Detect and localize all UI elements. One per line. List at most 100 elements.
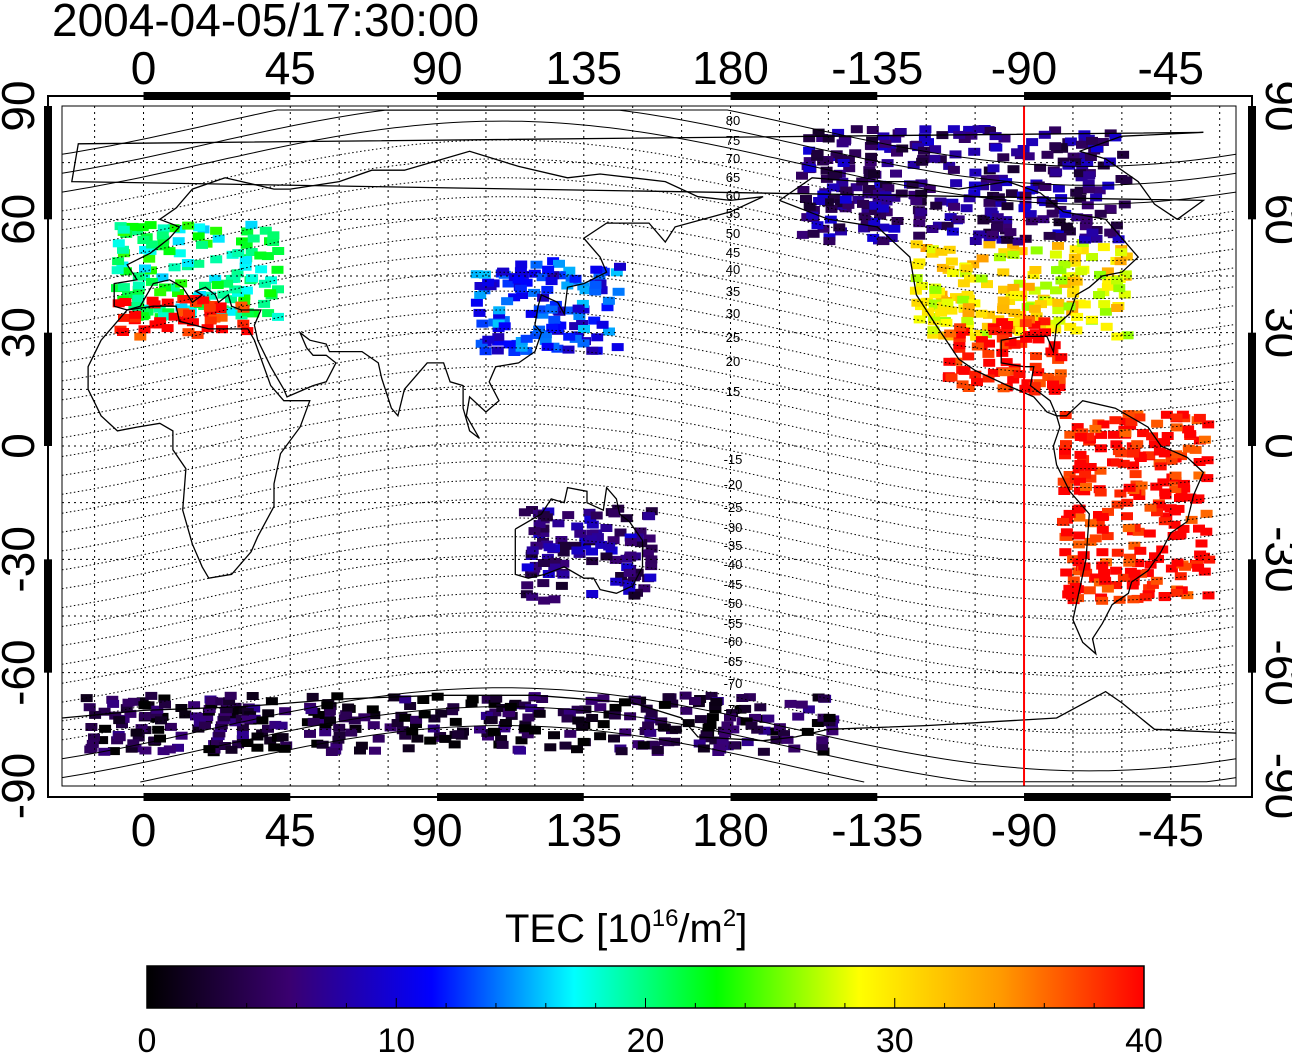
tec-cell: [1159, 488, 1172, 497]
tec-cell: [1069, 583, 1082, 591]
tec-cell: [265, 697, 278, 706]
tec-cell: [307, 717, 320, 726]
tec-cell: [1043, 231, 1056, 240]
tec-cell: [526, 592, 539, 601]
tec-cell: [482, 335, 495, 344]
tec-cell: [766, 727, 779, 736]
lat-tick-label-right: -90: [1256, 753, 1292, 819]
tec-cell: [807, 229, 820, 238]
tec-cell: [640, 704, 653, 713]
tec-cell: [259, 226, 272, 235]
tec-cell: [1082, 179, 1095, 188]
outer-frame: [47, 95, 1253, 798]
tec-cell: [920, 297, 933, 306]
tec-cell: [997, 296, 1010, 305]
tec-cell: [577, 339, 590, 348]
tec-cell: [1063, 302, 1076, 311]
tec-cell: [1086, 228, 1099, 237]
tec-cell: [699, 734, 712, 743]
tec-cell: [541, 342, 554, 351]
tec-cell: [96, 736, 109, 745]
tec-cell: [112, 257, 125, 266]
tec-cell: [210, 255, 223, 264]
tec-cell: [1097, 161, 1110, 170]
tec-cell: [269, 720, 282, 729]
tec-cell: [172, 289, 184, 297]
tec-cell: [156, 273, 169, 282]
tec-cell: [643, 534, 656, 543]
tec-cell: [594, 703, 607, 712]
tec-cell: [1111, 304, 1124, 312]
tec-cell: [997, 303, 1010, 312]
tec-cell: [521, 563, 534, 572]
tec-cell: [215, 721, 228, 730]
tec-cell: [1029, 329, 1042, 338]
tec-cell: [1117, 150, 1130, 159]
tec-cell: [1000, 223, 1013, 232]
tec-cell: [1013, 370, 1026, 379]
magnetic-contour: [61, 347, 1237, 432]
tec-cell: [557, 541, 570, 550]
tec-cell: [1096, 138, 1109, 146]
tec-cell: [1112, 235, 1125, 244]
tec-cell: [624, 538, 637, 547]
tec-cell: [1052, 306, 1065, 315]
contour-label: 75: [726, 133, 740, 148]
tec-cell: [991, 217, 1004, 226]
lon-tick-label-top: 45: [265, 42, 316, 94]
tec-cell: [520, 334, 533, 343]
tec-cell: [589, 280, 602, 289]
tec-cell: [576, 722, 589, 731]
tec-cell: [615, 572, 628, 580]
tec-cell: [645, 544, 658, 553]
colorbar-tick-label: 40: [1125, 1022, 1163, 1057]
tec-cell: [1170, 588, 1183, 597]
tec-cell: [1133, 413, 1146, 422]
tec-cell: [895, 189, 908, 198]
tec-cell: [891, 148, 903, 157]
tec-cell: [657, 723, 670, 732]
tec-cell: [1049, 250, 1062, 259]
tec-cell: [868, 207, 881, 216]
tec-cell: [1150, 482, 1163, 491]
tec-cell: [530, 331, 543, 340]
contour-label: 60: [726, 188, 740, 203]
tec-cell: [1070, 277, 1083, 286]
tec-cell: [132, 733, 145, 742]
contour-label: -30: [724, 520, 743, 535]
tec-cell: [1172, 504, 1185, 513]
tec-cell: [448, 740, 461, 749]
tec-cell: [164, 722, 177, 731]
tec-cell: [985, 207, 998, 216]
tec-cell: [996, 348, 1009, 357]
tec-cell: [1170, 450, 1183, 459]
tec-cell: [1070, 326, 1083, 335]
tec-cell: [555, 536, 568, 544]
tec-cell: [536, 273, 549, 282]
tec-cell: [1055, 143, 1068, 152]
tec-cell: [139, 245, 152, 254]
tec-cell: [338, 714, 351, 723]
tec-cell: [127, 739, 140, 748]
tec-cell: [262, 709, 275, 718]
tec-cell: [983, 339, 995, 348]
tec-cell: [1008, 308, 1021, 317]
tec-cell: [1066, 307, 1079, 316]
tec-cell: [773, 723, 786, 732]
tec-cell: [224, 691, 237, 700]
magnetic-contour: [61, 498, 1237, 583]
australia-coast: [514, 486, 644, 594]
magnetic-contour: [61, 215, 1237, 300]
tec-cell: [553, 271, 566, 280]
tec-cell: [196, 240, 208, 249]
tec-cell: [624, 533, 637, 542]
magnetic-contour: [61, 592, 1237, 677]
tec-cell: [602, 296, 615, 305]
tec-cell: [957, 279, 970, 288]
tec-cell: [256, 716, 269, 725]
tec-cell: [1063, 509, 1076, 518]
tec-cell: [597, 694, 610, 703]
tec-cell: [340, 710, 353, 719]
tec-cell: [1079, 222, 1092, 231]
tec-cell: [603, 542, 616, 551]
